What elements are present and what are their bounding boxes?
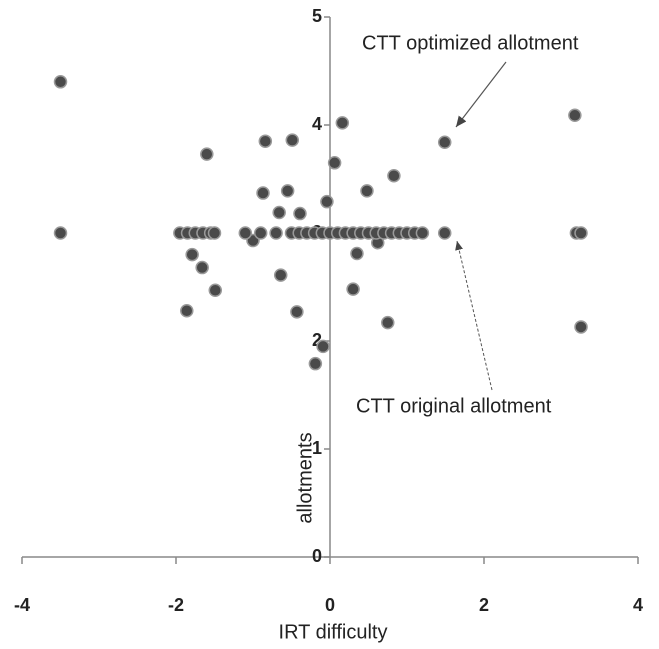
point bbox=[574, 226, 588, 240]
point bbox=[53, 75, 68, 89]
y-tick-label: 4 bbox=[312, 114, 322, 134]
point bbox=[272, 205, 286, 220]
point bbox=[387, 169, 401, 183]
y-tick-label: 5 bbox=[312, 6, 322, 26]
axes: -4-2024012345 bbox=[14, 6, 643, 615]
point bbox=[269, 226, 283, 240]
y-tick-label: 1 bbox=[312, 438, 322, 458]
point bbox=[280, 184, 295, 198]
annotation: CTT original allotment bbox=[356, 395, 552, 417]
point bbox=[574, 320, 588, 334]
point bbox=[238, 226, 253, 240]
arrow bbox=[455, 61, 507, 128]
point bbox=[346, 282, 360, 296]
x-tick-label: 2 bbox=[479, 595, 489, 615]
point bbox=[180, 304, 194, 318]
x-tick-label: -2 bbox=[168, 595, 184, 615]
point bbox=[195, 260, 209, 275]
point bbox=[258, 134, 273, 148]
point bbox=[350, 246, 364, 261]
point bbox=[200, 147, 214, 161]
point bbox=[253, 226, 268, 240]
point bbox=[53, 226, 68, 240]
point bbox=[335, 116, 350, 130]
point bbox=[208, 283, 223, 297]
point bbox=[360, 184, 374, 198]
point bbox=[327, 156, 342, 170]
x-tick-label: -4 bbox=[14, 595, 30, 615]
point bbox=[316, 339, 330, 354]
point bbox=[308, 356, 323, 371]
point bbox=[415, 226, 430, 240]
x-tick-label: 0 bbox=[325, 595, 335, 615]
y-axis-label: allotments bbox=[294, 432, 316, 523]
x-axis-label: IRT difficulty bbox=[279, 621, 388, 643]
point bbox=[185, 247, 199, 262]
point bbox=[207, 226, 222, 240]
point bbox=[320, 194, 334, 209]
point bbox=[290, 305, 304, 319]
point bbox=[256, 186, 270, 200]
x-tick-label: 4 bbox=[633, 595, 643, 615]
y-tick-label: 2 bbox=[312, 330, 322, 350]
point bbox=[437, 135, 452, 150]
y-tick-label: 0 bbox=[312, 546, 322, 566]
point bbox=[568, 108, 582, 123]
point bbox=[381, 315, 395, 330]
points bbox=[53, 75, 588, 371]
annotation: CTT optimized allotment bbox=[362, 32, 579, 54]
point bbox=[437, 226, 452, 240]
point bbox=[273, 268, 288, 282]
arrow bbox=[455, 240, 493, 391]
point bbox=[293, 206, 307, 221]
point bbox=[285, 133, 300, 147]
